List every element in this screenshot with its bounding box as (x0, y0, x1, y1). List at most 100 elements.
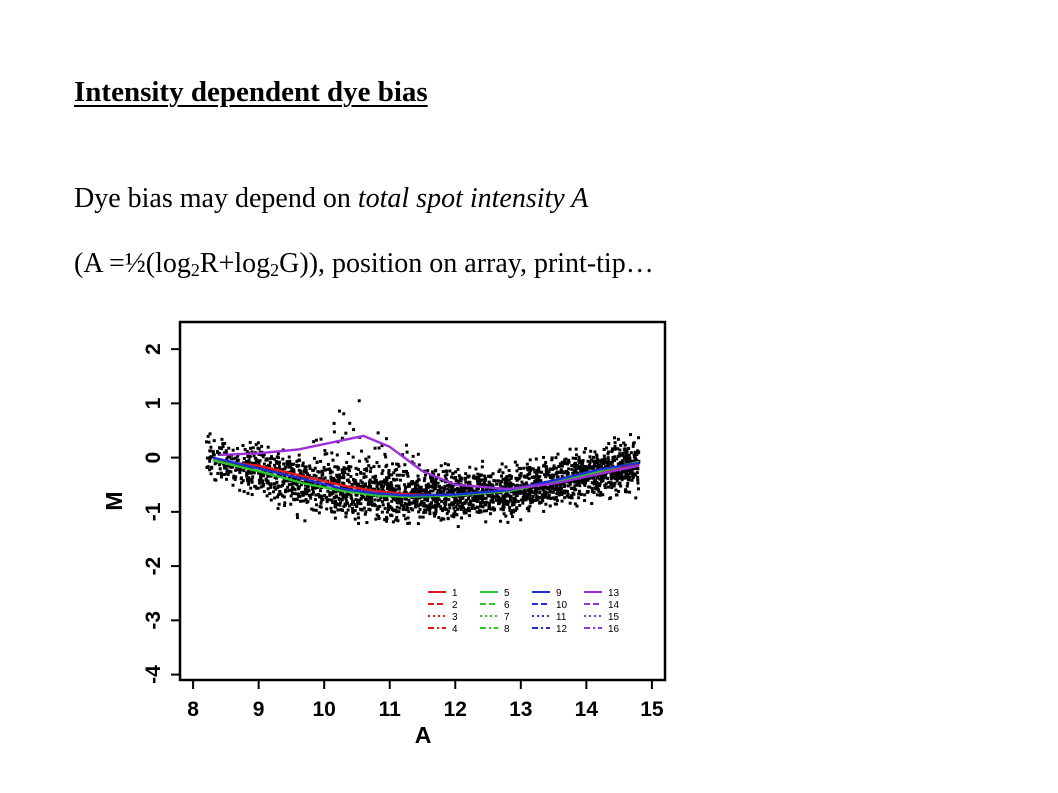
data-point (361, 484, 365, 488)
data-point (225, 477, 229, 481)
data-point (276, 506, 280, 510)
data-point (210, 465, 214, 469)
data-point (289, 488, 293, 492)
data-point (589, 449, 593, 453)
data-point (286, 485, 290, 489)
data-point (432, 472, 436, 476)
data-point (208, 432, 212, 436)
data-point (384, 465, 388, 469)
data-point (238, 488, 242, 492)
data-point (567, 495, 571, 499)
data-point (241, 479, 245, 483)
data-point (555, 471, 559, 475)
data-point (632, 455, 636, 459)
data-point (633, 472, 637, 476)
data-point (242, 456, 246, 460)
data-point (480, 498, 484, 502)
data-point (581, 467, 585, 471)
data-point (509, 490, 513, 494)
data-point (361, 494, 365, 498)
data-point (375, 461, 379, 465)
data-point (317, 511, 321, 515)
data-point (516, 499, 520, 503)
data-point (518, 475, 522, 479)
data-point (365, 521, 369, 525)
data-point (428, 509, 432, 513)
data-point (380, 480, 384, 484)
data-point (530, 497, 534, 501)
data-point (613, 447, 617, 451)
data-point (345, 494, 349, 498)
data-point (574, 468, 578, 472)
data-point (609, 477, 613, 481)
data-point (511, 500, 515, 504)
data-point (256, 486, 260, 490)
data-point (595, 483, 599, 487)
data-point (609, 462, 613, 466)
data-point (628, 433, 632, 437)
data-point (573, 484, 577, 488)
data-point (334, 499, 338, 503)
data-point (585, 469, 589, 473)
data-point (285, 489, 289, 493)
data-point (504, 493, 508, 497)
data-point (340, 508, 344, 512)
data-point (634, 466, 638, 470)
data-point (214, 460, 218, 464)
data-point (325, 507, 329, 511)
data-point (610, 486, 614, 490)
data-point (268, 457, 272, 461)
scatter-points (204, 399, 641, 529)
data-point (407, 501, 411, 505)
x-tick-label: 15 (640, 698, 664, 721)
data-point (606, 476, 610, 480)
data-point (347, 465, 351, 469)
data-point (603, 457, 607, 461)
data-point (211, 452, 215, 456)
data-point (266, 487, 270, 491)
data-point (297, 453, 301, 457)
data-point (436, 488, 440, 492)
data-point (331, 501, 335, 505)
data-point (613, 476, 617, 480)
data-point (250, 477, 254, 481)
data-point (382, 498, 386, 502)
data-point (519, 518, 523, 522)
y-tick-label: -1 (142, 502, 165, 521)
data-point (452, 512, 456, 516)
data-point (364, 475, 368, 479)
data-point (564, 457, 568, 461)
data-point (319, 476, 323, 480)
data-point (607, 450, 611, 454)
data-point (623, 490, 627, 494)
data-point (443, 497, 447, 501)
data-point (297, 458, 301, 462)
data-point (548, 474, 552, 478)
data-point (347, 467, 351, 471)
data-point (250, 461, 254, 465)
data-point (508, 506, 512, 510)
data-point (433, 484, 437, 488)
data-point (234, 475, 238, 479)
data-point (588, 461, 592, 465)
data-point (339, 476, 343, 480)
data-point (571, 491, 575, 495)
data-point (590, 486, 594, 490)
data-point (356, 500, 360, 504)
data-point (236, 458, 240, 462)
data-point (548, 484, 552, 488)
data-point (437, 498, 441, 502)
data-point (509, 498, 513, 502)
data-point (260, 444, 264, 448)
data-point (288, 461, 292, 465)
data-point (562, 489, 566, 493)
data-point (466, 474, 470, 478)
data-point (577, 455, 581, 459)
data-point (292, 468, 296, 472)
data-point (268, 474, 272, 478)
data-point (586, 490, 590, 494)
data-point (499, 507, 503, 511)
data-point (542, 509, 546, 513)
data-point (265, 457, 269, 461)
data-point (212, 439, 216, 443)
